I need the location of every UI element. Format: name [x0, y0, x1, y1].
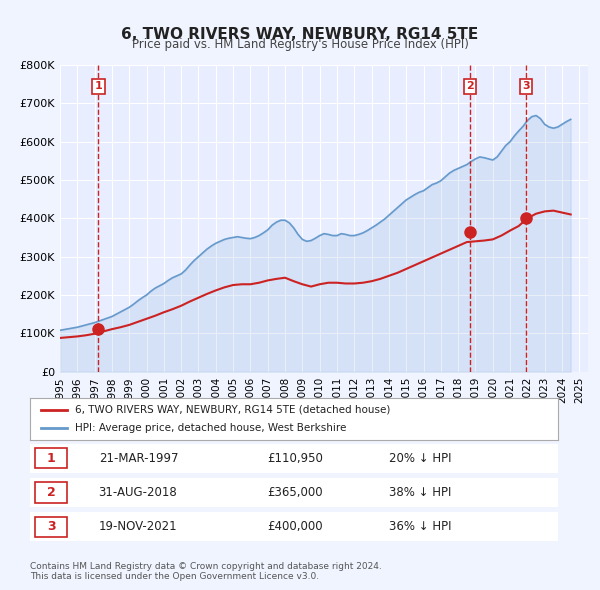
- Text: 19-NOV-2021: 19-NOV-2021: [98, 520, 177, 533]
- Text: 3: 3: [522, 81, 529, 91]
- FancyBboxPatch shape: [35, 448, 67, 468]
- FancyBboxPatch shape: [35, 516, 67, 537]
- Text: 38% ↓ HPI: 38% ↓ HPI: [389, 486, 451, 499]
- Text: 21-MAR-1997: 21-MAR-1997: [98, 452, 178, 465]
- Text: £110,950: £110,950: [268, 452, 323, 465]
- Text: HPI: Average price, detached house, West Berkshire: HPI: Average price, detached house, West…: [75, 423, 346, 433]
- Text: Contains HM Land Registry data © Crown copyright and database right 2024.
This d: Contains HM Land Registry data © Crown c…: [30, 562, 382, 581]
- Text: 36% ↓ HPI: 36% ↓ HPI: [389, 520, 452, 533]
- Text: £400,000: £400,000: [268, 520, 323, 533]
- FancyBboxPatch shape: [35, 482, 67, 503]
- Text: 20% ↓ HPI: 20% ↓ HPI: [389, 452, 452, 465]
- Text: 2: 2: [466, 81, 473, 91]
- Text: 2: 2: [47, 486, 55, 499]
- Text: 6, TWO RIVERS WAY, NEWBURY, RG14 5TE (detached house): 6, TWO RIVERS WAY, NEWBURY, RG14 5TE (de…: [75, 405, 390, 415]
- Text: 3: 3: [47, 520, 55, 533]
- Text: £365,000: £365,000: [268, 486, 323, 499]
- Text: Price paid vs. HM Land Registry's House Price Index (HPI): Price paid vs. HM Land Registry's House …: [131, 38, 469, 51]
- Text: 1: 1: [95, 81, 103, 91]
- Text: 31-AUG-2018: 31-AUG-2018: [98, 486, 178, 499]
- Text: 6, TWO RIVERS WAY, NEWBURY, RG14 5TE: 6, TWO RIVERS WAY, NEWBURY, RG14 5TE: [121, 27, 479, 41]
- Text: 1: 1: [47, 452, 55, 465]
